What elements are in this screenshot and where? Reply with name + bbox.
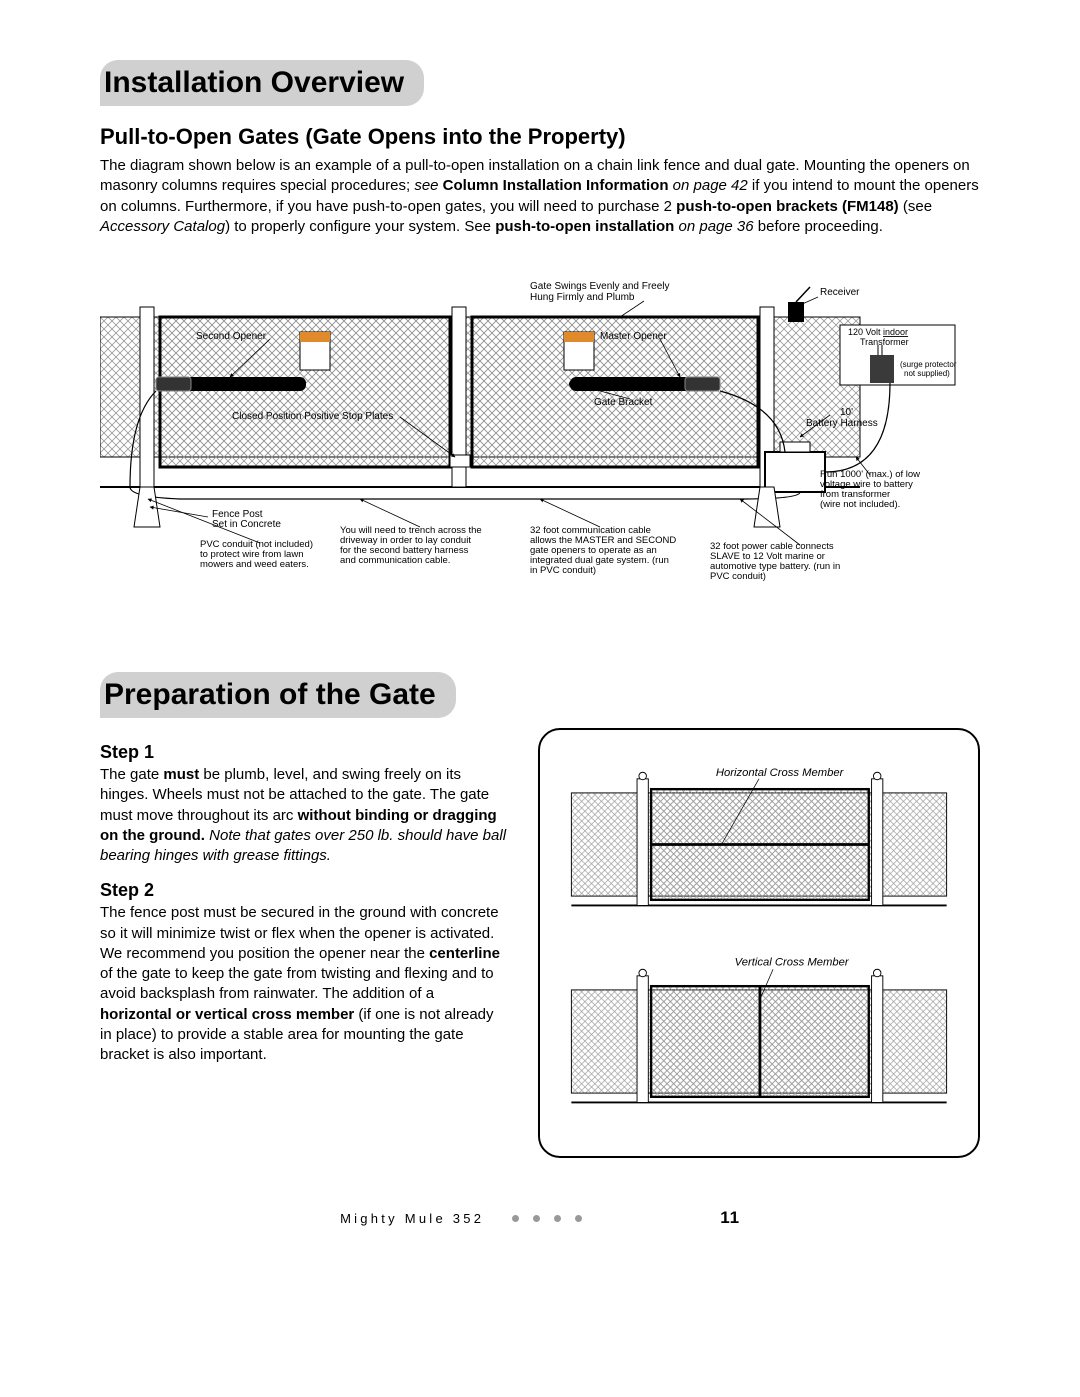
step1-heading: Step 1 bbox=[100, 742, 508, 763]
label-receiver: Receiver bbox=[820, 287, 860, 298]
label-vertical-cross: Vertical Cross Member bbox=[735, 957, 850, 969]
label-master-opener: Master Opener bbox=[600, 331, 667, 342]
label-gate-bracket: Gate Bracket bbox=[594, 397, 653, 408]
label-run1000: Run 1000' (max.) of low voltage wire to … bbox=[820, 469, 923, 510]
footer-page-number: 11 bbox=[720, 1208, 740, 1228]
overview-heading: Installation Overview bbox=[100, 60, 424, 106]
prep-heading: Preparation of the Gate bbox=[100, 672, 456, 718]
label-fence-post: Fence Post Set in Concrete bbox=[212, 509, 281, 530]
label-pvc: PVC conduit (not included) to protect wi… bbox=[200, 539, 316, 570]
step1-text: The gate must be plumb, level, and swing… bbox=[100, 765, 508, 866]
overview-subheading: Pull-to-Open Gates (Gate Opens into the … bbox=[100, 124, 980, 150]
footer-product: Mighty Mule 352 bbox=[340, 1211, 484, 1226]
label-power32: 32 foot power cable connects SLAVE to 12… bbox=[710, 541, 843, 582]
overview-paragraph: The diagram shown below is an example of… bbox=[100, 156, 980, 237]
page-footer: Mighty Mule 352 11 bbox=[100, 1208, 980, 1228]
installation-diagram: Gate Swings Evenly and Freely Hung Firml… bbox=[100, 277, 980, 612]
step2-text: The fence post must be secured in the gr… bbox=[100, 903, 508, 1065]
step2-heading: Step 2 bbox=[100, 880, 508, 901]
footer-dots-icon bbox=[512, 1215, 582, 1222]
label-stop-plates: Closed Position Positive Stop Plates bbox=[232, 411, 393, 422]
label-second-opener: Second Opener bbox=[196, 331, 267, 342]
label-comm32: 32 foot communication cable allows the M… bbox=[530, 525, 679, 576]
gate-crossmember-illustration: Horizontal Cross Member Vertical Cross M… bbox=[538, 728, 980, 1158]
label-trench: You will need to trench across the drive… bbox=[340, 525, 484, 566]
label-swings: Gate Swings Evenly and Freely Hung Firml… bbox=[530, 281, 672, 303]
label-horizontal-cross: Horizontal Cross Member bbox=[716, 767, 845, 779]
